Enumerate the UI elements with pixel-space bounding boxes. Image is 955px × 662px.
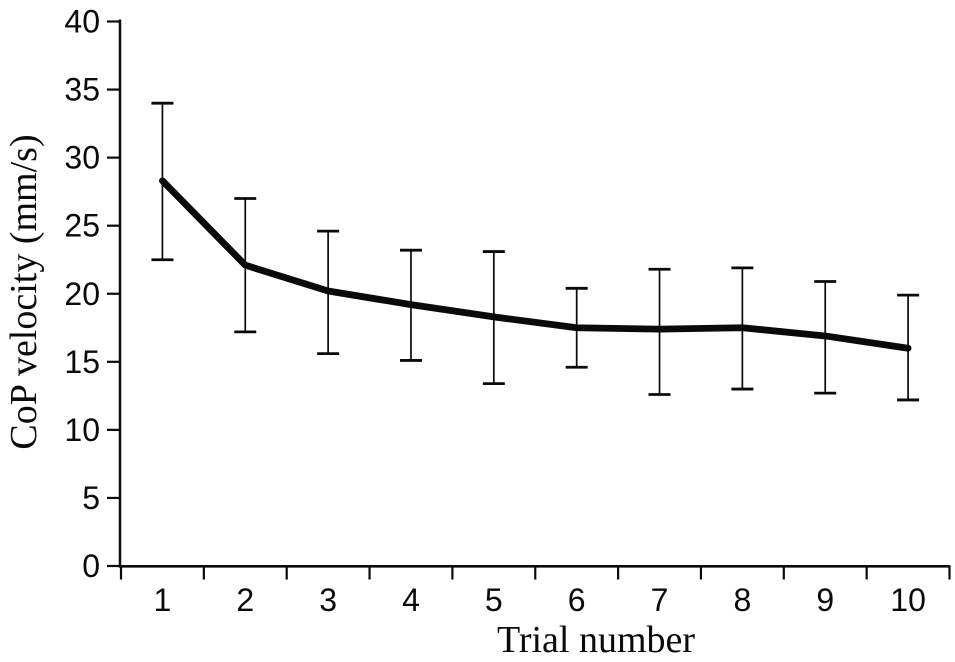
x-tick-label: 5: [485, 582, 503, 618]
x-tick-label: 1: [154, 582, 172, 618]
y-tick-label: 10: [64, 412, 100, 448]
x-tick-label: 9: [816, 582, 834, 618]
x-tick-label: 6: [568, 582, 586, 618]
x-tick-label: 8: [733, 582, 751, 618]
x-tick-label: 3: [319, 582, 337, 618]
y-tick-label: 0: [82, 548, 100, 584]
y-tick-label: 30: [64, 140, 100, 176]
y-tick-label: 35: [64, 72, 100, 108]
y-tick-label: 5: [82, 480, 100, 516]
y-tick-label: 25: [64, 208, 100, 244]
y-axis-title: CoP velocity (mm/s): [3, 134, 45, 450]
y-tick-label: 15: [64, 344, 100, 380]
y-tick-label: 40: [64, 4, 100, 40]
x-axis-title: Trial number: [496, 619, 696, 661]
x-tick-label: 7: [651, 582, 669, 618]
mean-data-line: [159, 177, 912, 352]
x-tick-label: 10: [890, 582, 926, 618]
x-tick-label: 4: [402, 582, 420, 618]
y-tick-label: 20: [64, 276, 100, 312]
x-tick-label: 2: [236, 582, 254, 618]
